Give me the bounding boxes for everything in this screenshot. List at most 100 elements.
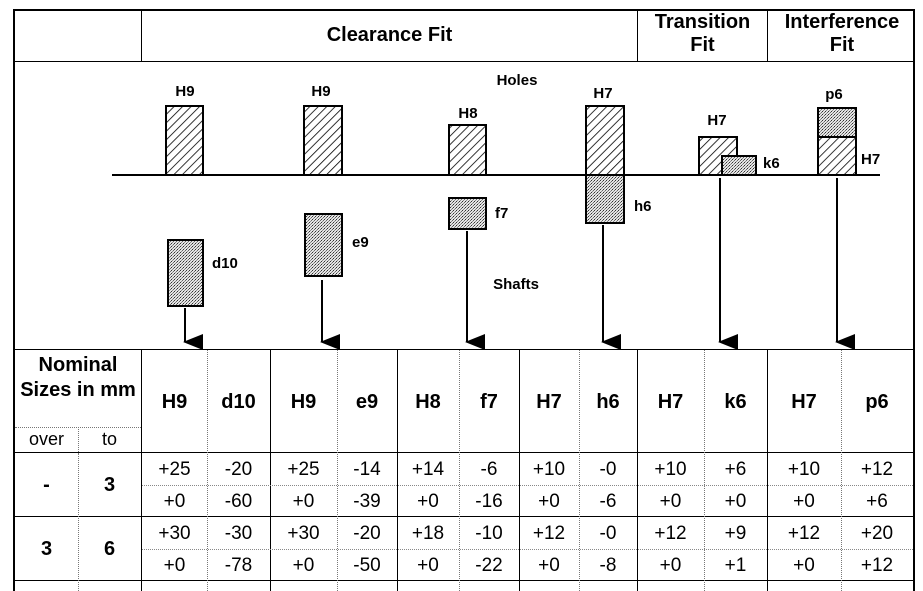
column-divider <box>141 349 142 591</box>
upper-deviation: +12 <box>787 523 821 544</box>
zone-label: H9 <box>175 83 194 100</box>
upper-deviation: +10 <box>532 459 566 480</box>
row-to-value: 6 <box>103 538 116 560</box>
column-header: e9 <box>355 391 379 413</box>
column-header: p6 <box>865 391 889 413</box>
hole-zone-h9 <box>165 105 204 176</box>
upper-deviation: +25 <box>287 459 320 480</box>
upper-deviation: +25 <box>158 459 191 480</box>
zone-label: h6 <box>634 198 652 215</box>
hole-zone-h7 <box>585 105 625 176</box>
lower-deviation: +0 <box>538 555 560 576</box>
lower-deviation: +0 <box>538 491 560 512</box>
over-header: over <box>28 429 64 449</box>
lower-deviation: +1 <box>724 555 747 576</box>
column-divider <box>637 350 638 591</box>
clearance-fit-header: Clearance Fit <box>326 24 453 46</box>
lower-deviation: -6 <box>599 491 617 512</box>
upper-deviation: +18 <box>411 523 445 544</box>
lower-deviation: -16 <box>475 491 503 512</box>
lower-deviation: +0 <box>793 491 815 512</box>
column-header: h6 <box>596 391 620 413</box>
upper-deviation: -14 <box>353 459 381 480</box>
column-header: d10 <box>221 391 256 413</box>
row-to-value: 3 <box>103 474 116 496</box>
upper-deviation: -20 <box>224 459 253 480</box>
column-divider <box>704 350 705 591</box>
shaft-zone-h6 <box>585 174 625 224</box>
column-header: H7 <box>657 391 684 413</box>
upper-deviation: +12 <box>860 459 894 480</box>
column-divider <box>337 350 338 591</box>
upper-deviation: +14 <box>411 459 445 480</box>
header-divider <box>141 9 142 61</box>
upper-deviation: -0 <box>599 459 617 480</box>
row-mid-separator <box>142 549 913 550</box>
tolerance-zone-diagram: Holes Shafts H9 d10 H9 e9 H8 f7 H7 h6 H7… <box>112 72 880 350</box>
lower-deviation: -22 <box>475 555 503 576</box>
upper-deviation: +30 <box>287 523 320 544</box>
upper-deviation: +30 <box>158 523 191 544</box>
upper-deviation: -30 <box>224 523 253 544</box>
hole-zone-h8 <box>448 124 487 176</box>
table-header-bottom-border <box>13 452 915 453</box>
column-header: H8 <box>415 391 441 413</box>
zone-label: f7 <box>495 205 508 222</box>
upper-deviation: -6 <box>480 459 498 480</box>
column-divider <box>767 350 768 591</box>
upper-deviation: +10 <box>654 459 687 480</box>
upper-deviation: +12 <box>532 523 566 544</box>
lower-deviation: +0 <box>659 491 682 512</box>
zone-label: k6 <box>763 155 780 172</box>
lower-deviation: -50 <box>353 555 381 576</box>
column-header: H7 <box>791 391 817 413</box>
interference-fit-header: Interference Fit <box>784 11 900 56</box>
zone-label: H9 <box>311 83 330 100</box>
row-mid-separator <box>142 485 913 486</box>
shaft-zone-d10 <box>167 239 204 307</box>
upper-deviation: -20 <box>353 523 381 544</box>
hole-zone-h7 <box>817 136 857 176</box>
column-divider <box>270 350 271 591</box>
upper-deviation: +9 <box>724 523 747 544</box>
column-header: k6 <box>724 391 747 413</box>
zone-label: e9 <box>352 234 369 251</box>
row-over-value: - <box>43 474 50 496</box>
lower-deviation: -78 <box>224 555 253 576</box>
row-over-value: 3 <box>40 538 53 560</box>
shaft-zone-f7 <box>448 197 487 230</box>
zone-label: H8 <box>458 105 477 122</box>
lower-deviation: +0 <box>417 491 439 512</box>
column-header: H7 <box>536 391 562 413</box>
lower-deviation: +0 <box>659 555 682 576</box>
header-divider <box>637 9 638 61</box>
hole-zone-h9 <box>303 105 343 176</box>
shaft-zone-p6 <box>817 107 857 138</box>
table-right-border <box>913 9 915 591</box>
lower-deviation: +0 <box>292 491 315 512</box>
zone-label: H7 <box>861 151 880 168</box>
upper-deviation: +12 <box>654 523 687 544</box>
lower-deviation: +0 <box>292 555 315 576</box>
column-header: H9 <box>290 391 317 413</box>
column-divider <box>397 350 398 591</box>
shaft-zone-k6 <box>721 155 757 176</box>
column-divider <box>459 350 460 591</box>
column-divider <box>519 350 520 591</box>
upper-deviation: -10 <box>475 523 503 544</box>
lower-deviation: -8 <box>599 555 617 576</box>
upper-deviation: -0 <box>599 523 617 544</box>
column-divider <box>579 350 580 591</box>
upper-deviation: +6 <box>724 459 747 480</box>
transition-fit-header: Transition Fit <box>654 11 751 56</box>
row-separator <box>13 580 915 581</box>
shafts-label: Shafts <box>493 276 539 293</box>
to-header: to <box>101 429 117 449</box>
table-left-border <box>13 9 15 591</box>
shaft-zone-e9 <box>304 213 343 277</box>
column-divider <box>841 350 842 591</box>
column-header: f7 <box>480 391 498 413</box>
holes-label: Holes <box>497 72 538 89</box>
zone-label: H7 <box>593 85 612 102</box>
upper-deviation: +20 <box>860 523 894 544</box>
